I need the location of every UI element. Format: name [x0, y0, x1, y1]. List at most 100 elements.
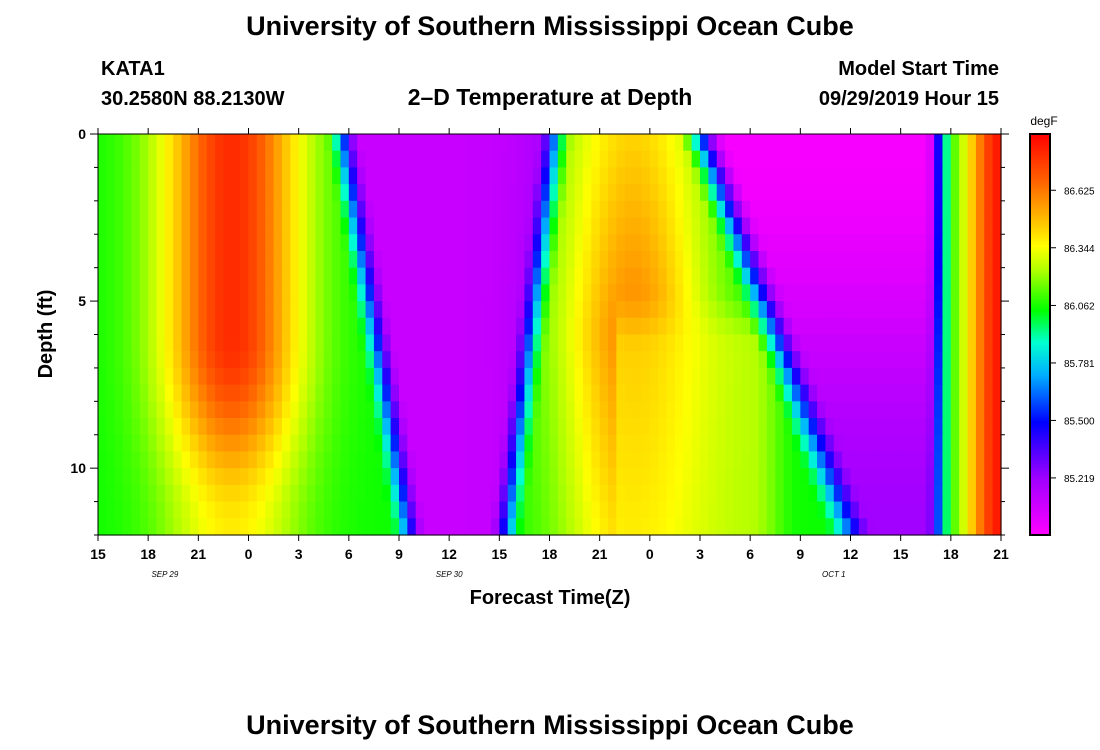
heatmap-cell — [373, 267, 383, 285]
heatmap-cell — [532, 234, 542, 252]
heatmap-cell — [298, 334, 308, 352]
heatmap-cell — [883, 501, 893, 519]
heatmap-cell — [950, 250, 960, 269]
heatmap-cell — [817, 150, 827, 169]
heatmap-cell — [950, 334, 960, 352]
heatmap-cell — [490, 367, 500, 386]
heatmap-cell — [641, 351, 651, 369]
heatmap-cell — [725, 234, 735, 252]
heatmap-cell — [783, 250, 793, 269]
heatmap-cell — [474, 234, 484, 252]
heatmap-cell — [181, 184, 191, 202]
heatmap-cell — [131, 200, 141, 219]
heatmap-cell — [733, 351, 743, 369]
heatmap-cell — [925, 167, 935, 185]
heatmap-cell — [942, 167, 952, 185]
heatmap-cell — [298, 518, 308, 536]
heatmap-cell — [273, 451, 283, 469]
heatmap-cell — [131, 284, 141, 302]
heatmap-cell — [382, 434, 392, 453]
heatmap-cell — [582, 334, 592, 352]
heatmap-cell — [231, 167, 241, 185]
heatmap-cell — [382, 284, 392, 302]
heatmap-cell — [557, 484, 567, 503]
heatmap-cell — [858, 200, 868, 219]
heatmap-cell — [248, 351, 258, 369]
heatmap-cell — [248, 434, 258, 453]
heatmap-cell — [716, 200, 726, 219]
heatmap-cell — [206, 418, 216, 436]
heatmap-cell — [449, 451, 459, 469]
heatmap-cell — [641, 401, 651, 419]
heatmap-cell — [658, 501, 668, 519]
heatmap-cell — [399, 167, 408, 185]
heatmap-cell — [883, 434, 893, 453]
heatmap-cell — [700, 134, 709, 152]
heatmap-cell — [407, 184, 417, 202]
heatmap-cell — [198, 284, 208, 302]
heatmap-cell — [273, 301, 283, 319]
heatmap-cell — [833, 384, 843, 402]
heatmap-cell — [574, 317, 584, 336]
heatmap-cell — [248, 234, 258, 252]
heatmap-cell — [432, 484, 442, 503]
heatmap-cell — [925, 418, 935, 436]
heatmap-cell — [599, 217, 609, 235]
heatmap-cell — [674, 451, 684, 469]
heatmap-cell — [700, 334, 709, 352]
heatmap-cell — [624, 284, 634, 302]
heatmap-cell — [231, 184, 241, 202]
heatmap-cell — [424, 200, 434, 219]
heatmap-cell — [499, 184, 509, 202]
heatmap-cell — [248, 451, 258, 469]
heatmap-cell — [131, 184, 141, 202]
heatmap-cell — [373, 200, 383, 219]
heatmap-cell — [975, 384, 985, 402]
heatmap-cell — [340, 267, 350, 285]
heatmap-cell — [490, 150, 500, 169]
heatmap-cell — [474, 468, 484, 486]
heatmap-cell — [541, 334, 551, 352]
heatmap-cell — [825, 134, 835, 152]
heatmap-cell — [574, 267, 584, 285]
heatmap-cell — [574, 384, 584, 402]
heatmap-cell — [875, 267, 885, 285]
heatmap-cell — [290, 401, 300, 419]
heatmap-cell — [541, 484, 551, 503]
heatmap-cell — [975, 217, 985, 235]
heatmap-cell — [783, 451, 793, 469]
heatmap-cell — [817, 468, 827, 486]
heatmap-cell — [808, 401, 818, 419]
heatmap-cell — [942, 401, 952, 419]
heatmap-cell — [114, 150, 124, 169]
heatmap-cell — [390, 217, 400, 235]
heatmap-cell — [139, 334, 149, 352]
heatmap-cell — [750, 351, 760, 369]
heatmap-cell — [883, 451, 893, 469]
heatmap-cell — [131, 418, 141, 436]
heatmap-cell — [181, 317, 191, 336]
colorbar-tick-label: 86.062 — [1064, 301, 1095, 312]
heatmap-cell — [758, 134, 768, 152]
heatmap-cell — [98, 451, 107, 469]
heatmap-cell — [808, 167, 818, 185]
heatmap-cell — [708, 401, 718, 419]
heatmap-cell — [808, 334, 818, 352]
heatmap-cell — [791, 284, 801, 302]
heatmap-cell — [281, 351, 291, 369]
heatmap-cell — [106, 418, 116, 436]
heatmap-cell — [691, 317, 701, 336]
heatmap-cell — [507, 150, 517, 169]
heatmap-cell — [181, 250, 191, 269]
heatmap-cell — [549, 418, 559, 436]
heatmap-cell — [240, 250, 250, 269]
heatmap-cell — [106, 217, 116, 235]
heatmap-cell — [683, 418, 693, 436]
heatmap-cell — [198, 501, 208, 519]
heatmap-cell — [365, 134, 375, 152]
heatmap-cell — [700, 484, 709, 503]
heatmap-cell — [173, 484, 183, 503]
heatmap-cell — [608, 301, 617, 319]
heatmap-cell — [975, 200, 985, 219]
heatmap-cell — [658, 217, 668, 235]
